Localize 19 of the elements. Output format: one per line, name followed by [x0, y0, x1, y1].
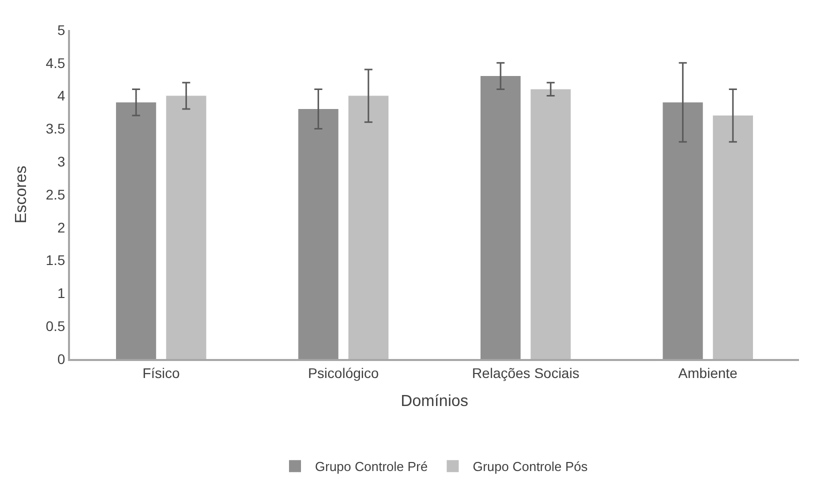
x-axis-title: Domínios — [400, 393, 468, 410]
x-tick-label: Psicológico — [308, 364, 379, 381]
y-tick-label: 3 — [57, 154, 66, 170]
y-tick-label: 4 — [57, 88, 66, 104]
y-tick-label: 0.5 — [46, 318, 66, 334]
y-tick-label: 0 — [57, 350, 66, 367]
legend-label: Grupo Controle Pós — [472, 459, 588, 474]
y-tick-label: 1 — [57, 285, 66, 302]
y-axis-title: Escores — [13, 166, 30, 224]
x-tick-label: Físico — [142, 364, 180, 381]
x-tick-label: Relações Sociais — [472, 364, 580, 381]
x-tick-label: Ambiente — [678, 364, 738, 381]
y-tick-label: 2.5 — [46, 186, 66, 202]
y-tick-label: 2 — [57, 219, 66, 236]
y-tick-label: 4.5 — [46, 54, 66, 71]
y-tick-label: 3.5 — [46, 120, 66, 137]
legend-label: Grupo Controle Pré — [315, 459, 428, 474]
y-tick-label: 1.5 — [46, 252, 66, 268]
y-tick-label: 5 — [57, 22, 66, 38]
